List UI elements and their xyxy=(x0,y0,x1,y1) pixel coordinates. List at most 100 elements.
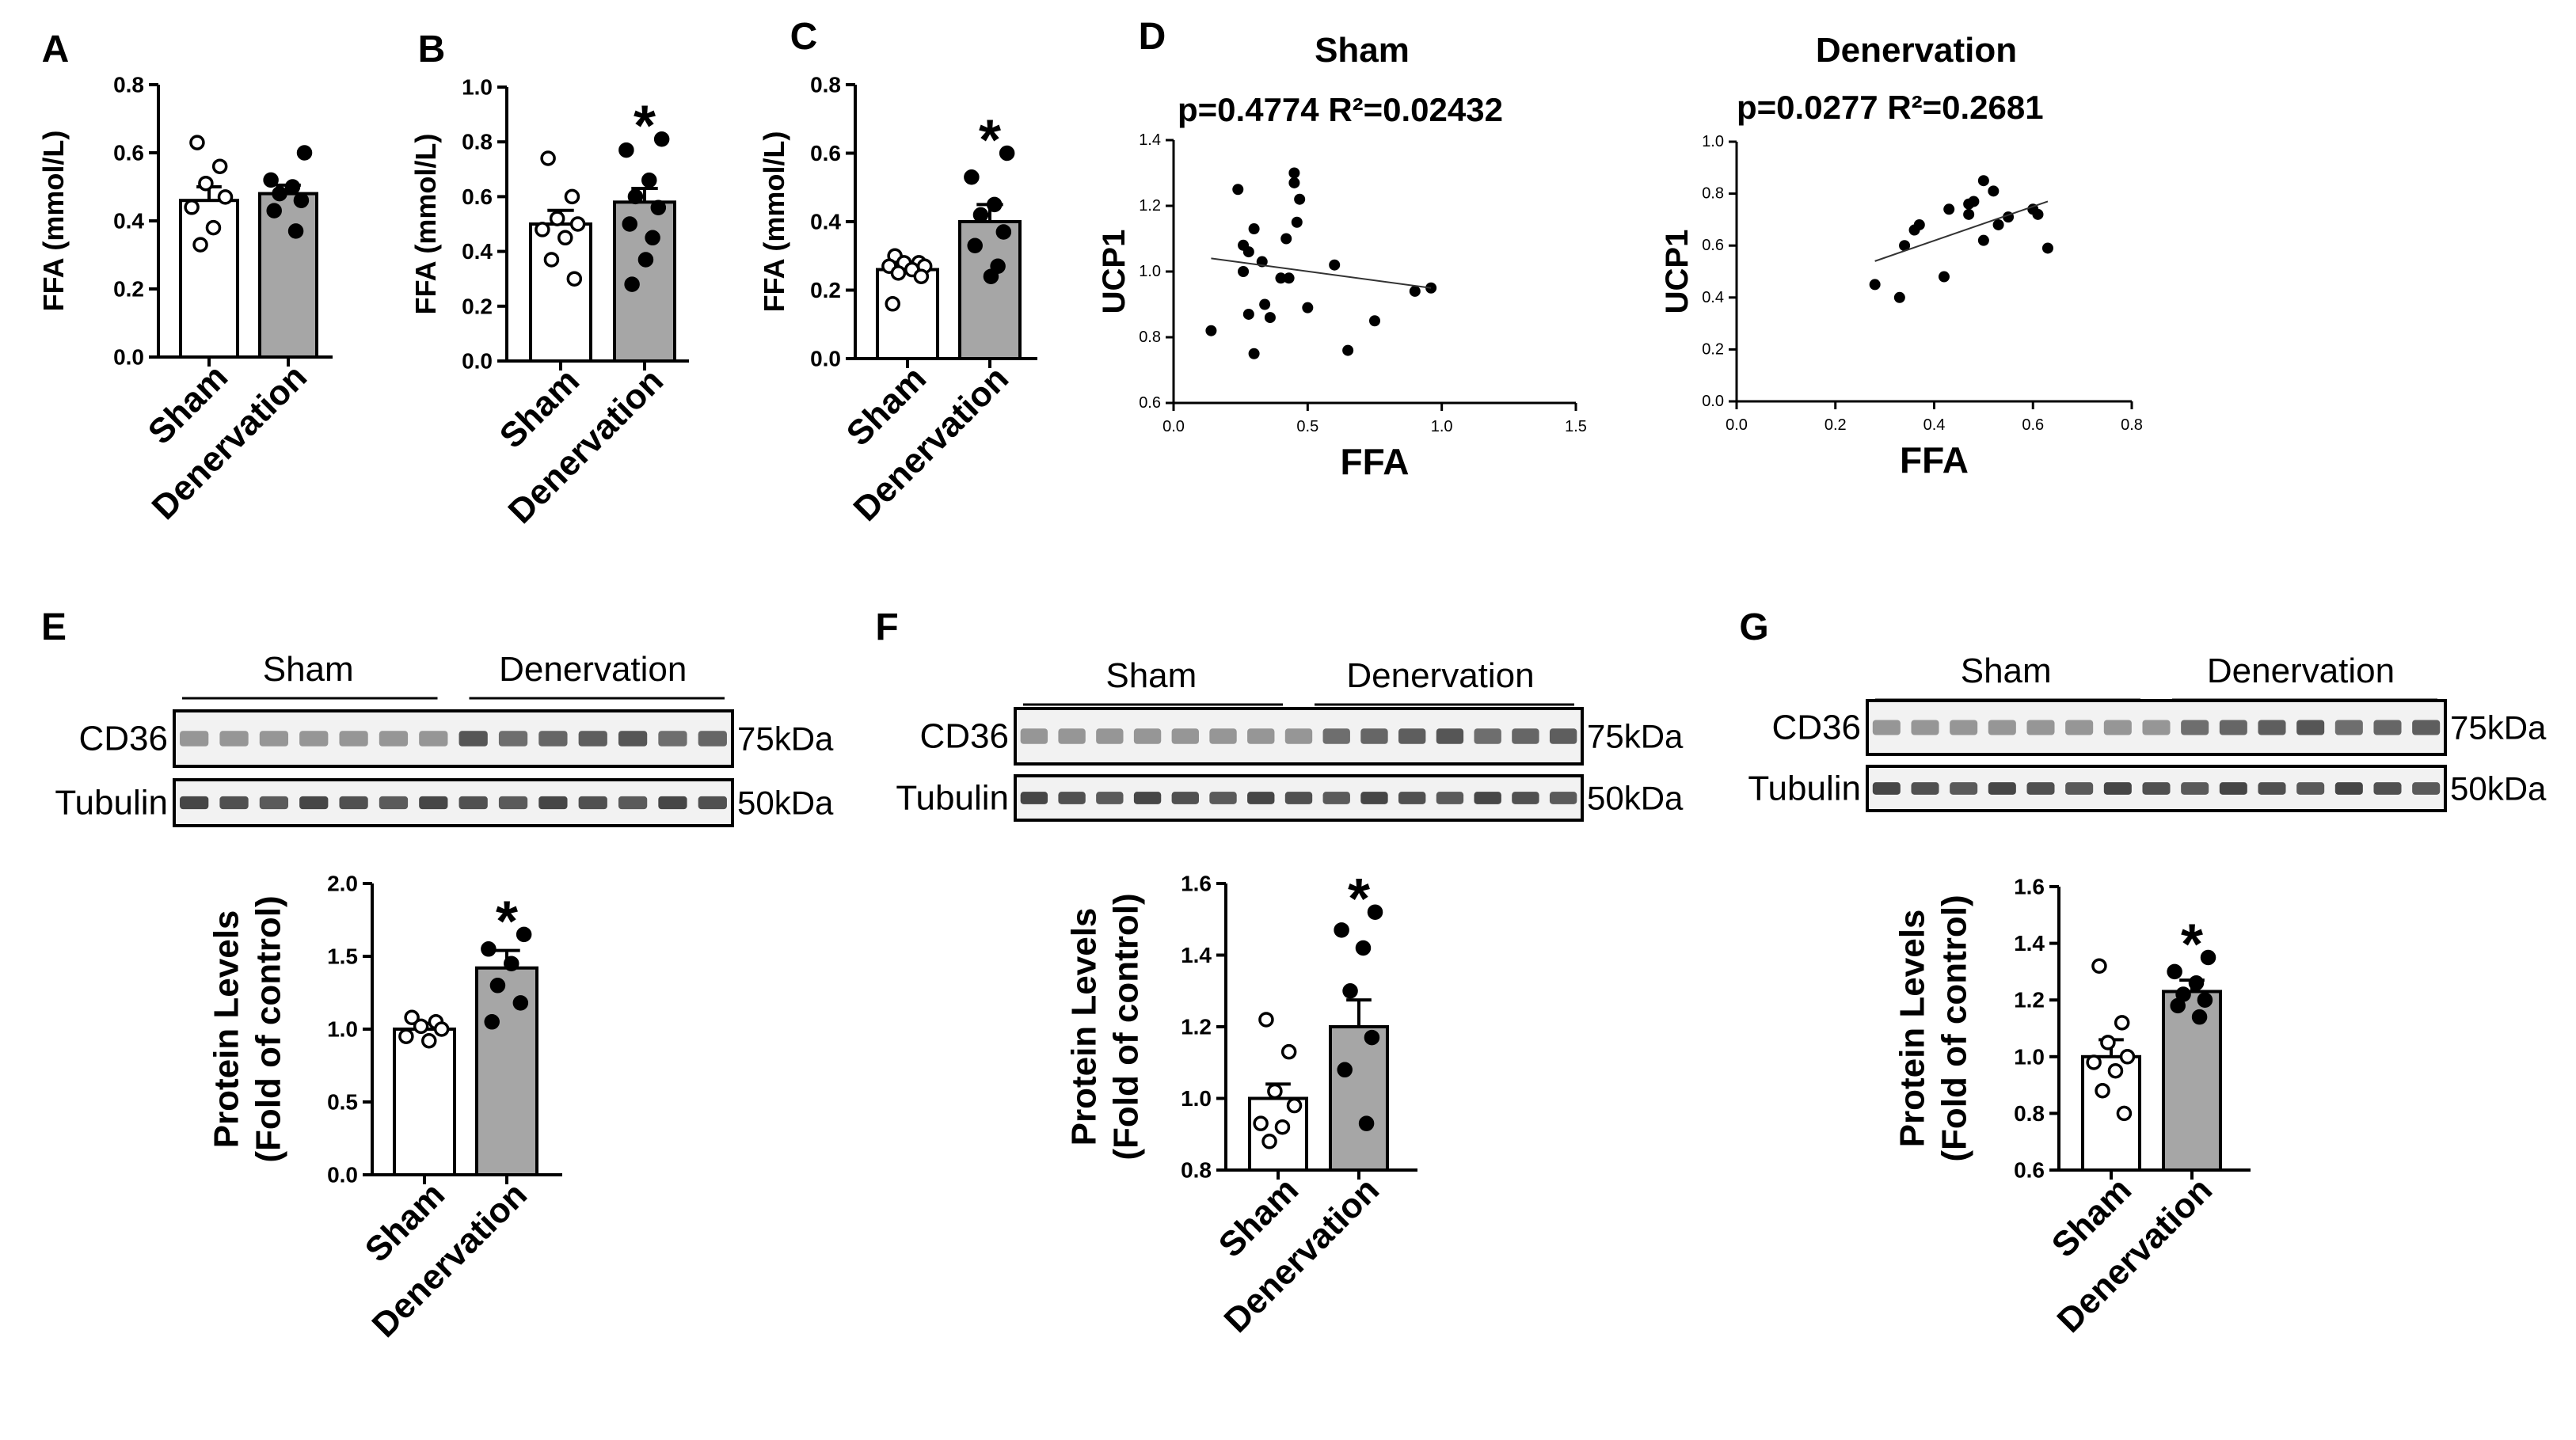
blot-protein-label: Tubulin xyxy=(1748,769,1861,808)
data-point xyxy=(2188,975,2205,991)
blot-band xyxy=(1096,792,1124,804)
panel-letter-b: B xyxy=(418,28,446,70)
y-axis-label: UCP1 xyxy=(1097,230,1132,314)
y-axis-label: Protein Levels xyxy=(207,910,246,1149)
data-point xyxy=(1253,1115,1269,1131)
blot-band xyxy=(1322,728,1350,744)
data-point xyxy=(543,252,560,268)
data-point xyxy=(627,188,644,205)
y-tick-label: 0.0 xyxy=(113,345,144,370)
blot-band xyxy=(538,731,568,747)
blot-band xyxy=(259,796,289,810)
data-point xyxy=(1409,285,1421,297)
blot-protein-label: CD36 xyxy=(1772,709,1862,747)
y-axis-label: FFA (mmol/L) xyxy=(409,134,442,315)
blot-band xyxy=(1872,782,1901,795)
data-point xyxy=(564,188,580,205)
blot-band xyxy=(538,796,568,810)
bar-sham xyxy=(876,268,939,360)
data-point xyxy=(987,196,1003,213)
blot-band xyxy=(1872,720,1901,735)
y-tick-label: 1.6 xyxy=(2014,875,2045,899)
blot-band xyxy=(2296,782,2325,795)
data-point xyxy=(1938,271,1950,283)
blot-band xyxy=(498,731,528,747)
blot-band xyxy=(2296,720,2325,735)
blot-band xyxy=(339,796,368,810)
blot-band xyxy=(1549,792,1577,804)
data-point xyxy=(1342,983,1358,999)
data-point xyxy=(1367,904,1383,920)
data-point xyxy=(1264,312,1276,324)
blot-protein-label: Tubulin xyxy=(55,784,168,823)
data-point xyxy=(272,185,287,202)
data-point xyxy=(566,271,583,287)
data-point xyxy=(2091,958,2107,974)
x-tick-label: 0.6 xyxy=(2022,416,2044,434)
data-point xyxy=(2086,1054,2102,1070)
blot-band xyxy=(1436,792,1464,804)
data-point xyxy=(1992,218,2004,230)
data-point xyxy=(2100,1035,2116,1051)
blot-band xyxy=(1171,792,1199,804)
y-tick-label: 0.6 xyxy=(810,141,841,165)
panel-letter-a: A xyxy=(42,28,70,70)
y-tick-label: 0.6 xyxy=(1702,237,1724,254)
data-point xyxy=(913,268,930,284)
blot-size-label: 75kDa xyxy=(1587,718,1684,755)
y-axis-label-2: (Fold of control) xyxy=(1106,893,1145,1160)
blot-band xyxy=(259,731,289,747)
scatter-chart-D-Denervation: 0.0 0.2 0.4 0.6 0.8 1.0 0.0 0.2 0.4 0.6 0.8 Denerva… xyxy=(1660,31,2143,481)
blot-band xyxy=(578,731,607,747)
blot-band xyxy=(1360,792,1388,804)
data-point xyxy=(1358,1115,1375,1131)
y-axis-label: FFA (mmol/L) xyxy=(758,131,790,313)
blot-protein-label: CD36 xyxy=(79,720,169,758)
western-blot-F: Sham Denervation CD36 75kDa Tubulin 50kDa xyxy=(896,656,1684,822)
data-point xyxy=(217,189,234,205)
y-tick-label: 0.8 xyxy=(810,73,841,97)
blot-band xyxy=(1360,728,1388,744)
y-tick-label: 0.8 xyxy=(462,130,493,154)
western-blot-G: Sham Denervation CD36 75kDa Tubulin 50kDa xyxy=(1748,652,2547,812)
data-point xyxy=(964,169,980,185)
data-point xyxy=(1963,208,1975,220)
data-point xyxy=(287,223,304,239)
blot-band xyxy=(2065,720,2094,735)
blot-band xyxy=(2219,720,2247,735)
bar-denervation xyxy=(1329,1025,1389,1172)
data-point xyxy=(205,219,222,236)
y-tick-label: 0.0 xyxy=(462,349,493,374)
blot-band xyxy=(2412,720,2441,735)
y-tick-label: 0.6 xyxy=(462,184,493,209)
blot-band xyxy=(1020,728,1048,744)
blot-band xyxy=(1474,728,1501,744)
y-tick-label: 0.6 xyxy=(1139,394,1161,412)
x-tick-label: 0.0 xyxy=(1726,416,1748,434)
data-point xyxy=(1248,223,1260,235)
trend-line xyxy=(1874,200,2049,262)
blot-band xyxy=(1058,728,1086,744)
data-point xyxy=(2114,1015,2130,1031)
blot-band xyxy=(1247,728,1275,744)
blot-band xyxy=(698,796,727,810)
data-point xyxy=(516,926,532,943)
bar-denervation xyxy=(475,966,538,1176)
data-point xyxy=(1893,291,1905,303)
x-tick-label: 0.2 xyxy=(1825,416,1847,434)
data-point xyxy=(540,150,556,166)
data-point xyxy=(890,265,907,281)
blot-band xyxy=(698,731,727,747)
data-point xyxy=(1291,216,1303,228)
data-point xyxy=(637,252,654,268)
y-tick-label: 1.0 xyxy=(1181,1086,1212,1111)
blot-band xyxy=(2258,782,2286,795)
blot-band xyxy=(2026,782,2055,795)
blot-band xyxy=(1911,782,1939,795)
blot-size-label: 75kDa xyxy=(737,720,834,758)
blot-band xyxy=(618,796,648,810)
data-point xyxy=(1288,167,1300,179)
y-axis-label: Protein Levels xyxy=(1065,908,1104,1146)
